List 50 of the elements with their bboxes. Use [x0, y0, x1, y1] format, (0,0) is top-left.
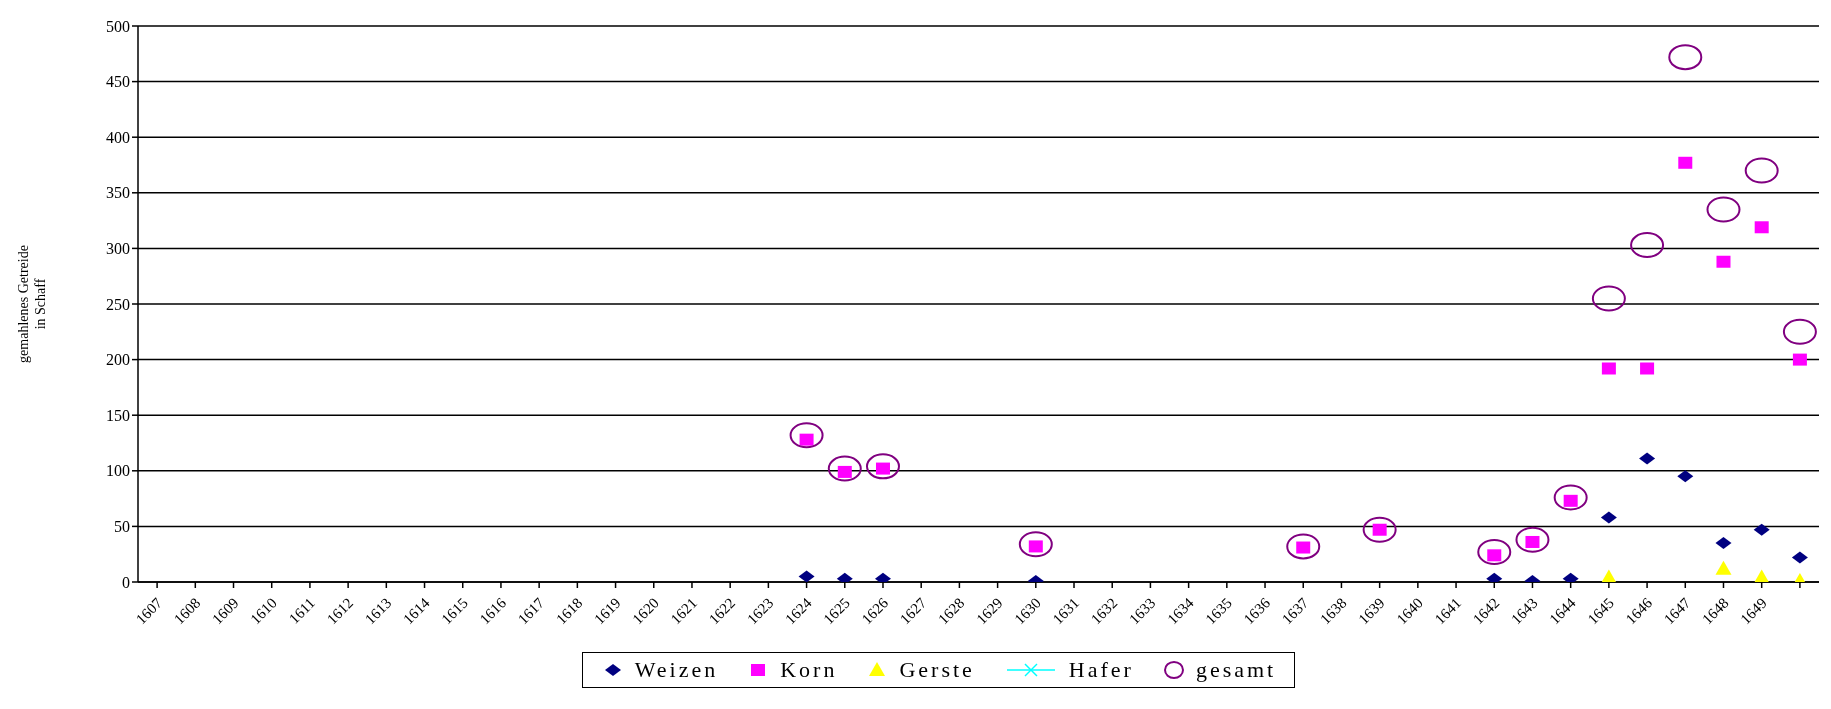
point	[1591, 285, 1626, 312]
y-tick-label: 500	[106, 17, 130, 35]
point	[1715, 560, 1732, 575]
y-tick-label: 200	[106, 351, 130, 369]
legend-label: Gerste	[899, 657, 975, 683]
y-tick-label: 350	[106, 184, 130, 202]
legend-label: Korn	[780, 657, 838, 683]
point	[827, 455, 862, 482]
y-tick-label: 300	[106, 240, 130, 258]
y-axis-title: gemahlenes Getreide in Schaff	[16, 245, 48, 363]
y-tick-label: 50	[114, 518, 130, 536]
point	[1553, 484, 1588, 511]
point	[1754, 221, 1769, 234]
x-tick-label: 1611	[285, 594, 319, 627]
legend-label: gesamt	[1195, 657, 1277, 683]
point	[1601, 362, 1616, 375]
legend-label: Hafer	[1068, 657, 1134, 683]
point	[789, 422, 824, 449]
point	[798, 570, 815, 582]
point	[1018, 531, 1053, 558]
y-tick-label: 0	[122, 573, 130, 591]
point	[1744, 157, 1779, 184]
x-tick-label: 1631	[1049, 594, 1083, 628]
y-tick-label: 150	[106, 406, 130, 424]
x-tick-label: 1641	[1431, 594, 1465, 628]
point	[1286, 533, 1321, 560]
point	[1600, 511, 1617, 524]
point	[1792, 353, 1807, 366]
point	[1716, 255, 1731, 268]
point	[1640, 362, 1655, 375]
point	[1791, 551, 1808, 564]
point	[1630, 232, 1665, 259]
x-tick-label: 1621	[667, 594, 701, 628]
point	[1362, 516, 1397, 543]
point	[1677, 470, 1694, 483]
point	[1668, 44, 1703, 71]
point	[1715, 537, 1732, 550]
y-tick-label: 450	[106, 73, 130, 91]
point	[1639, 452, 1656, 465]
point	[1678, 156, 1693, 169]
y-tick-label: 400	[106, 128, 130, 146]
legend-label: Weizen	[634, 657, 719, 683]
point	[1706, 196, 1741, 223]
y-tick-label: 250	[106, 295, 130, 313]
point	[1515, 526, 1550, 553]
point	[1477, 538, 1512, 565]
point	[1782, 318, 1817, 345]
point	[865, 453, 900, 480]
y-tick-label: 100	[106, 462, 130, 480]
point	[1753, 523, 1770, 536]
